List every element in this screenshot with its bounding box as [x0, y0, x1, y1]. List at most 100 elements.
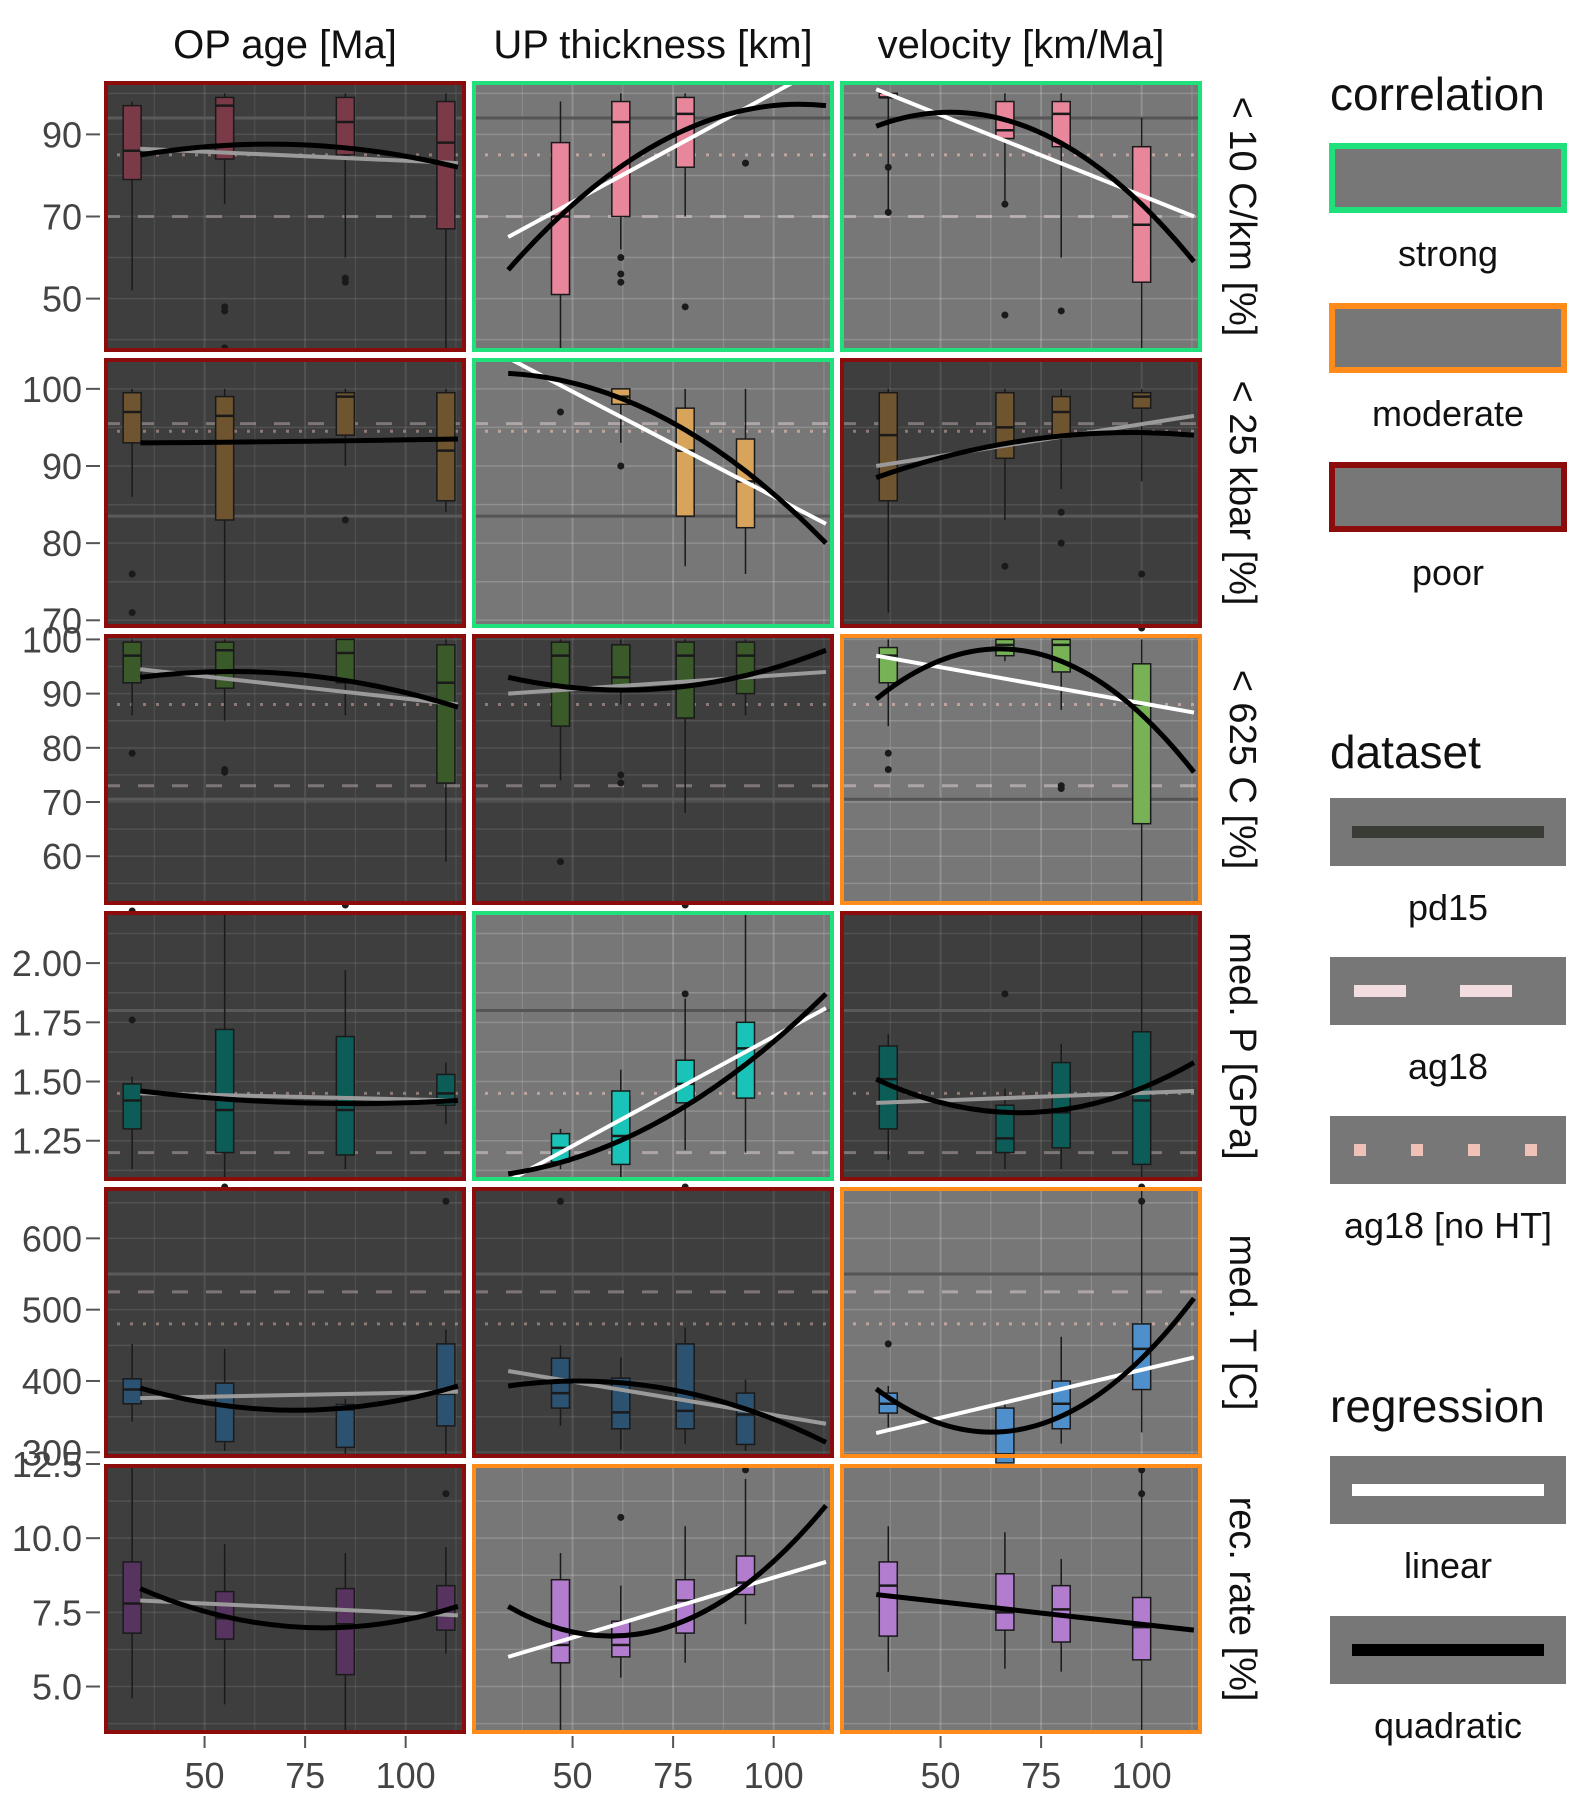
box — [335, 1403, 356, 1449]
correlation-border — [472, 81, 834, 352]
row-strip-label: < 10 C/km [%] — [1221, 97, 1263, 337]
legend-label: moderate — [1372, 393, 1524, 434]
outlier — [128, 1016, 136, 1024]
y-tick-label: 80 — [42, 728, 82, 769]
legend-label: quadratic — [1374, 1705, 1522, 1746]
box — [122, 391, 142, 444]
y-tick-label: 7.5 — [32, 1592, 82, 1633]
legend-title-regression: regression — [1330, 1380, 1545, 1432]
column-title: OP age [Ma] — [173, 23, 397, 67]
correlation-border — [104, 1187, 466, 1458]
outlier — [128, 570, 136, 578]
box — [335, 638, 356, 684]
x-tick-label: 50 — [553, 1755, 593, 1796]
box — [214, 1382, 235, 1443]
outlier — [442, 1197, 450, 1205]
row-strip-label: med. T [C] — [1221, 1235, 1263, 1411]
box — [335, 1587, 356, 1676]
row-strip-label: med. P [GPa] — [1221, 932, 1263, 1159]
row-strip-label: rec. rate [%] — [1221, 1497, 1263, 1702]
box — [436, 391, 456, 502]
y-tick-label: 100 — [22, 619, 82, 660]
outlier — [341, 516, 349, 524]
outlier — [128, 749, 136, 757]
legend-label: linear — [1404, 1545, 1492, 1586]
box — [611, 1090, 631, 1166]
outlier — [617, 1513, 625, 1521]
quadratic-fit — [139, 669, 459, 710]
y-tick-label: 90 — [42, 114, 82, 155]
outlier — [884, 749, 892, 757]
panel — [839, 1183, 1202, 1464]
outlier — [617, 254, 625, 262]
box — [214, 1028, 235, 1154]
correlation-border — [472, 911, 834, 1181]
linear-fit — [875, 87, 1195, 219]
outlier — [1001, 311, 1009, 319]
quadratic-fit — [875, 1592, 1195, 1633]
correlation-border — [104, 1464, 466, 1734]
panel-background — [104, 1464, 466, 1734]
y-tick-label: 500 — [22, 1290, 82, 1331]
panel-background — [104, 81, 466, 352]
outlier — [1057, 784, 1065, 792]
box — [878, 391, 899, 502]
panel — [839, 634, 1202, 905]
linear-fit — [507, 62, 827, 239]
box — [122, 641, 142, 684]
x-tick-label: 75 — [285, 1755, 325, 1796]
panel-background — [104, 358, 466, 628]
y-tick-label: 1.75 — [12, 1002, 82, 1043]
column-title: UP thickness [km] — [493, 23, 812, 67]
box — [995, 1573, 1015, 1631]
panel — [471, 1183, 834, 1458]
box — [335, 391, 356, 436]
y-tick-label: 70 — [42, 600, 82, 641]
panel-background — [104, 634, 466, 905]
legend-key-moderate — [1329, 303, 1567, 373]
correlation-border — [104, 911, 466, 1181]
panel-background — [104, 1187, 466, 1458]
correlation-border — [840, 358, 1202, 628]
legend-label: ag18 — [1408, 1046, 1488, 1087]
panel — [839, 1463, 1202, 1734]
box — [878, 646, 899, 684]
x-tick-label: 100 — [744, 1755, 804, 1796]
quadratic-fit — [875, 430, 1195, 480]
panel-background — [472, 911, 834, 1181]
panel — [103, 907, 466, 1181]
column-title: velocity [km/Ma] — [878, 23, 1165, 67]
panel — [103, 81, 466, 352]
box — [735, 1392, 756, 1446]
box — [1131, 145, 1152, 283]
correlation-border — [472, 634, 834, 905]
correlation-border — [472, 1187, 834, 1458]
legend-label: ag18 [no HT] — [1344, 1205, 1552, 1246]
panel — [839, 358, 1202, 632]
quadratic-fit — [507, 992, 828, 1177]
panel — [471, 62, 834, 352]
outlier — [681, 990, 689, 998]
outlier — [1057, 539, 1065, 547]
linear-fit — [508, 669, 827, 696]
box — [1051, 1061, 1071, 1149]
quadratic-fit — [139, 141, 459, 170]
quadratic-fit — [508, 370, 828, 545]
quadratic-fit — [507, 647, 827, 693]
panel — [839, 81, 1202, 352]
box — [995, 1104, 1015, 1154]
correlation-border — [104, 358, 466, 628]
quadratic-fit — [874, 1296, 1196, 1435]
box — [436, 1073, 456, 1106]
box — [122, 1561, 142, 1634]
row-strip-label: < 625 C [%] — [1221, 670, 1263, 870]
y-tick-label: 90 — [42, 446, 82, 487]
outlier — [617, 278, 625, 286]
y-tick-label: 5.0 — [32, 1667, 82, 1708]
linear-fit — [507, 1559, 827, 1659]
outlier — [1001, 990, 1009, 998]
y-tick-label: 400 — [22, 1361, 82, 1402]
outlier — [1057, 307, 1065, 315]
box — [214, 395, 235, 521]
